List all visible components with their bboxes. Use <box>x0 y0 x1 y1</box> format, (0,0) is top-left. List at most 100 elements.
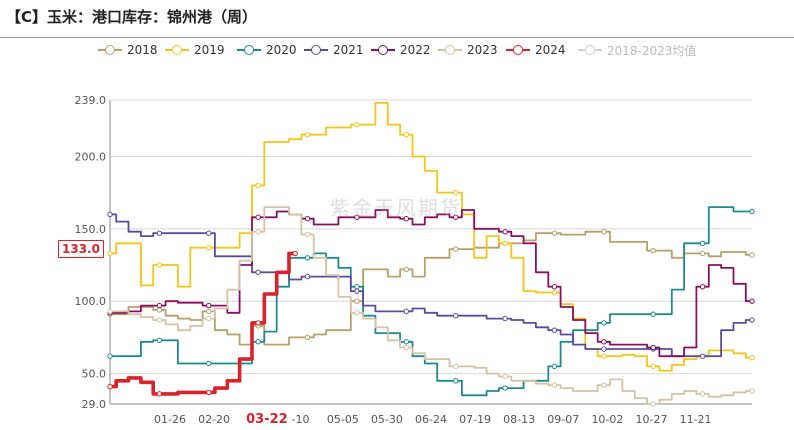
data-point <box>292 250 298 257</box>
data-point <box>452 214 459 220</box>
x-tick-label: 06-24 <box>415 413 447 426</box>
data-point <box>255 182 261 189</box>
legend-item-2020[interactable]: 2020 <box>237 41 297 59</box>
legend-swatch <box>371 44 395 56</box>
legend-label: 2022 <box>400 43 431 57</box>
data-point <box>749 317 755 323</box>
y-tick-label: 50.0 <box>82 368 107 381</box>
data-point <box>699 250 706 257</box>
data-point <box>403 132 410 138</box>
legend-swatch <box>578 44 602 56</box>
legend-item-2018[interactable]: 2018 <box>98 41 158 59</box>
legend-label: 2018-2023均值 <box>607 43 697 58</box>
legend-item-2023[interactable]: 2023 <box>438 41 498 59</box>
data-point <box>452 312 459 319</box>
legend-item-2019[interactable]: 2019 <box>165 41 225 59</box>
watermark: 紫金天风期货 <box>330 196 462 220</box>
legend-item-2022[interactable]: 2022 <box>371 41 431 59</box>
data-point <box>601 339 607 345</box>
data-point <box>551 382 558 388</box>
data-point <box>403 339 410 345</box>
x-tick-label: 05-05 <box>327 413 359 426</box>
data-point <box>156 317 163 323</box>
series-line-2020 <box>110 206 752 397</box>
data-point <box>354 310 360 316</box>
data-point <box>551 327 558 333</box>
data-point <box>699 391 706 397</box>
data-point <box>650 344 656 351</box>
data-point <box>206 389 212 396</box>
data-point <box>206 308 212 315</box>
y-tick-label: 200.0 <box>75 150 107 163</box>
data-point <box>551 363 558 370</box>
latest-value-label: 133.0 <box>58 240 104 258</box>
legend-label: 2020 <box>266 43 297 57</box>
x-tick-label: 08-13 <box>503 413 535 426</box>
x-tick-label: 03-22 <box>246 412 288 427</box>
x-tick-label: 10-02 <box>591 413 623 426</box>
data-point <box>156 302 163 309</box>
data-point <box>452 246 459 252</box>
data-point <box>699 284 706 290</box>
data-point <box>206 302 212 309</box>
data-point <box>156 307 163 313</box>
data-point <box>650 247 656 254</box>
data-point <box>551 284 558 290</box>
data-point <box>156 262 163 268</box>
legend-label: 2018 <box>127 43 158 57</box>
data-point <box>699 240 706 247</box>
data-point <box>452 363 459 370</box>
data-point <box>354 284 360 290</box>
data-point <box>255 320 261 326</box>
data-point <box>601 229 607 235</box>
data-point <box>255 229 261 235</box>
legend-label: 2023 <box>467 43 498 57</box>
chart-title: 【C】玉米：港口库存：锦州港（周） <box>6 8 258 26</box>
x-tick-label: 09-07 <box>547 413 579 426</box>
data-point <box>206 360 212 367</box>
data-point <box>749 298 755 304</box>
legend-item-2024[interactable]: 2024 <box>506 41 566 59</box>
data-point <box>107 250 113 257</box>
data-point <box>354 288 360 294</box>
legend-item-2018-2023均值[interactable]: 2018-2023均值 <box>578 41 696 59</box>
data-point <box>255 269 261 275</box>
legend-swatch <box>506 44 530 56</box>
data-point <box>650 363 656 370</box>
legend-label: 2021 <box>333 43 364 57</box>
data-point <box>304 216 311 222</box>
data-point <box>403 266 410 273</box>
data-point <box>551 289 558 296</box>
legend-item-2021[interactable]: 2021 <box>304 41 364 59</box>
legend-swatch <box>165 44 189 56</box>
x-tick-label: 01-26 <box>154 413 186 426</box>
data-point <box>255 339 261 345</box>
data-point <box>452 378 459 384</box>
data-point <box>107 353 113 359</box>
data-point <box>304 231 311 238</box>
data-point <box>255 214 261 220</box>
x-tick-label: 05-30 <box>371 413 403 426</box>
data-point <box>107 211 113 218</box>
data-point <box>749 388 755 394</box>
data-point <box>601 346 607 352</box>
data-point <box>502 373 508 380</box>
data-point <box>206 315 212 322</box>
series-line-2021 <box>110 213 752 358</box>
data-point <box>403 344 410 351</box>
y-tick-label: 150.0 <box>75 223 107 236</box>
data-point <box>749 208 755 215</box>
data-point <box>107 308 113 315</box>
legend-swatch <box>304 44 328 56</box>
data-point <box>601 382 607 388</box>
data-point <box>502 229 508 235</box>
data-point <box>304 334 311 341</box>
series-line-2023 <box>110 206 752 405</box>
data-point <box>650 311 656 317</box>
y-tick-label: 100.0 <box>75 295 107 308</box>
data-point <box>650 401 656 407</box>
data-point <box>354 121 360 128</box>
legend-label: 2019 <box>194 43 225 57</box>
legend-swatch <box>98 44 122 56</box>
